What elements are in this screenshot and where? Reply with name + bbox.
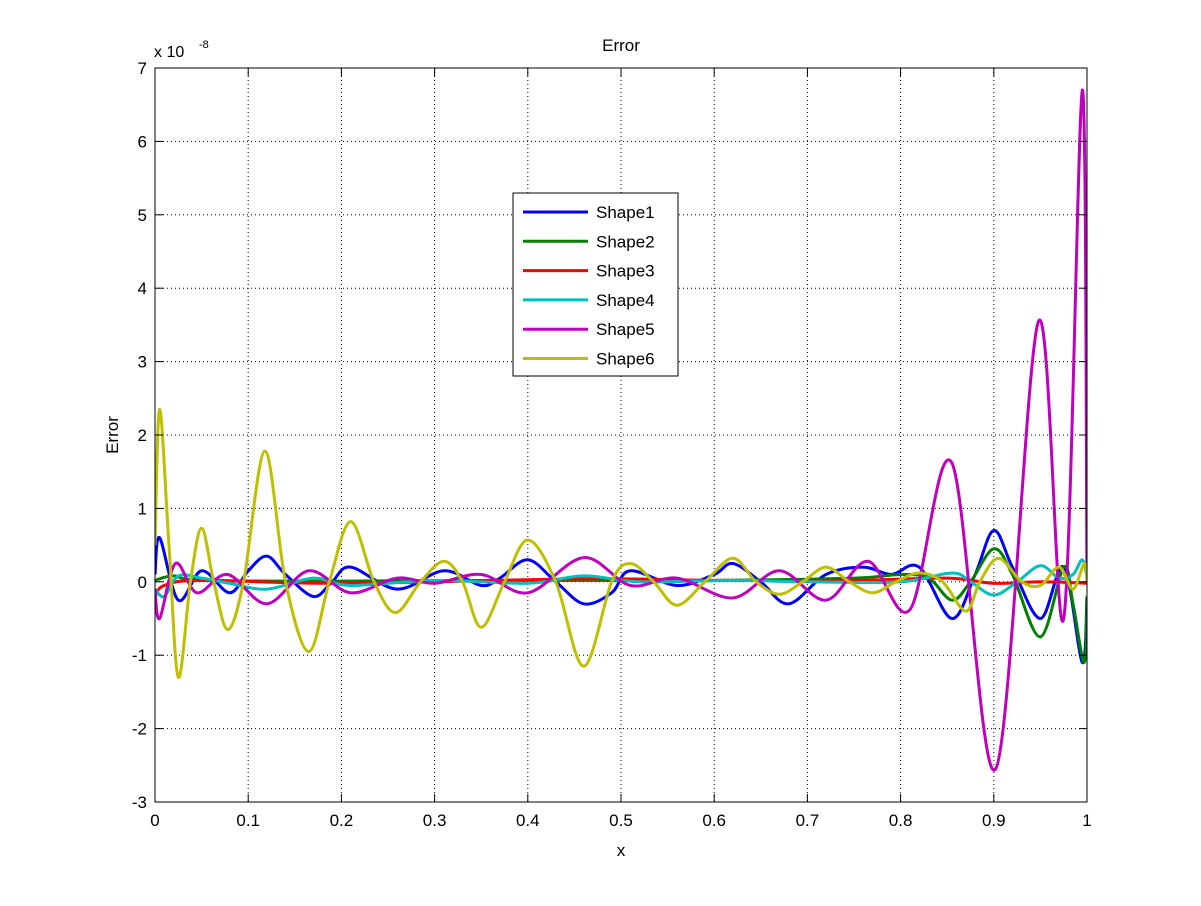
legend-label-shape1: Shape1 xyxy=(596,203,655,222)
y-tick-label: 0 xyxy=(138,573,147,592)
y-tick-label: 6 xyxy=(138,132,147,151)
y-tick-label: 5 xyxy=(138,206,147,225)
y-tick-label: -1 xyxy=(132,646,147,665)
series-line-shape1 xyxy=(155,528,1087,665)
legend: Shape1 Shape2 Shape3 Shape4 Shape5 Shape6 xyxy=(512,192,679,377)
y-tick-label: 7 xyxy=(138,59,147,78)
y-exponent-label: x 10 xyxy=(154,44,184,61)
x-tick-label: 0.2 xyxy=(330,811,354,830)
x-tick-label: 0.8 xyxy=(889,811,913,830)
legend-label-shape2: Shape2 xyxy=(596,232,655,251)
legend-label-shape6: Shape6 xyxy=(596,350,655,369)
x-tick-label: 0.7 xyxy=(796,811,820,830)
y-tick-label: 2 xyxy=(138,426,147,445)
legend-label-shape3: Shape3 xyxy=(596,262,655,281)
y-tick-label: -2 xyxy=(132,720,147,739)
x-axis-label: x xyxy=(617,841,626,860)
x-tick-label: 0.4 xyxy=(516,811,540,830)
legend-label-shape5: Shape5 xyxy=(596,320,655,339)
y-axis-label: Error xyxy=(103,416,122,454)
legend-label-shape4: Shape4 xyxy=(596,291,655,310)
y-tick-label: 4 xyxy=(138,279,147,298)
y-tick-label: -3 xyxy=(132,793,147,812)
x-tick-label: 0 xyxy=(150,811,159,830)
legend-box xyxy=(512,192,679,377)
series-line-shape5 xyxy=(155,88,1087,772)
x-tick-label: 0.6 xyxy=(702,811,726,830)
x-tick-label: 0.9 xyxy=(982,811,1006,830)
series-line-shape6 xyxy=(155,407,1087,679)
x-tick-label: 0.3 xyxy=(423,811,447,830)
series-line-shape4 xyxy=(155,558,1087,599)
x-tick-label: 0.1 xyxy=(236,811,260,830)
x-tick-label: 0.5 xyxy=(609,811,633,830)
chart-title: Error xyxy=(602,36,640,55)
x-tick-label: 1 xyxy=(1082,811,1091,830)
y-exponent: -8 xyxy=(199,39,209,51)
series-line-shape3 xyxy=(155,576,1087,598)
y-tick-label: 3 xyxy=(138,353,147,372)
y-tick-label: 1 xyxy=(138,499,147,518)
